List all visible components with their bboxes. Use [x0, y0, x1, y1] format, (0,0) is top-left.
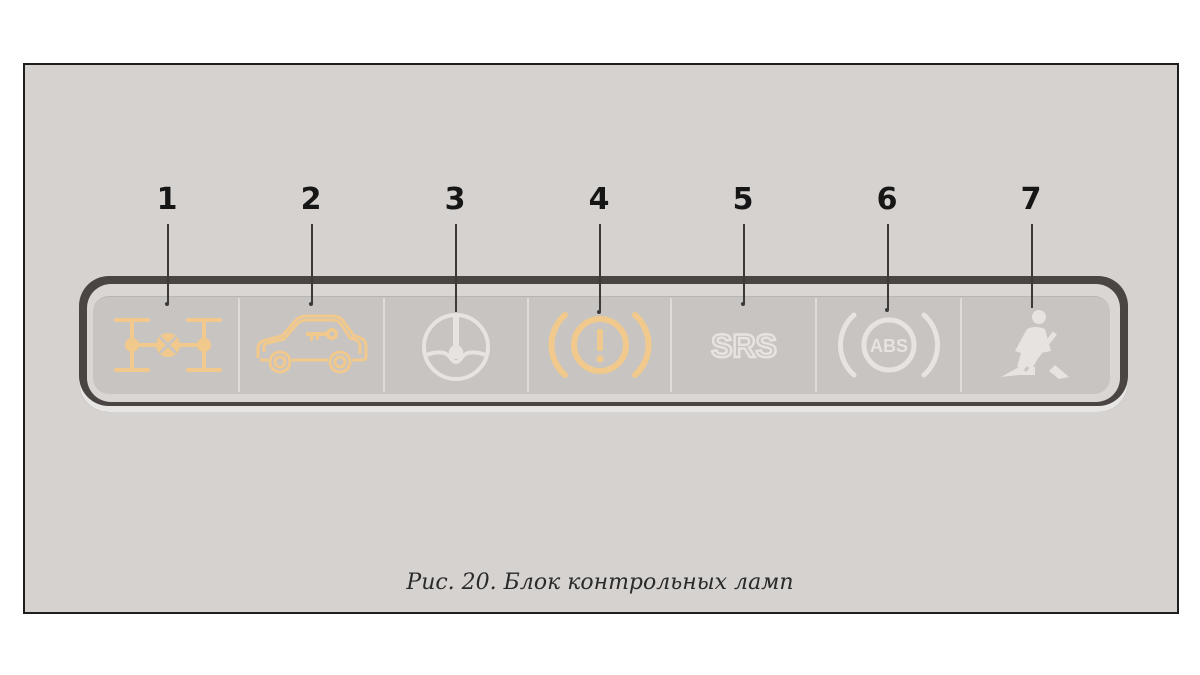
abs-icon: ABS: [837, 312, 940, 378]
callout-number-4: 4: [588, 182, 610, 217]
leader-dot-5: [741, 302, 745, 306]
leader-dot-6: [885, 308, 889, 312]
cell-divider: [815, 298, 817, 392]
figure-caption: Рис. 20. Блок контрольных ламп: [406, 570, 794, 595]
cell-divider: [238, 298, 240, 392]
car-key-immobilizer-icon: [256, 314, 367, 374]
leader-dot-1: [165, 302, 169, 306]
callout-number-5: 5: [732, 182, 754, 217]
leader-dot-4: [597, 310, 601, 314]
leader-line-2: [311, 224, 313, 304]
leader-line-7: [1031, 224, 1033, 308]
callout-number-2: 2: [300, 182, 322, 217]
cell-divider: [670, 298, 672, 392]
leader-line-5: [743, 224, 745, 304]
lamp-4: [529, 302, 670, 388]
lamp-2: [240, 302, 383, 388]
brake-warning-icon: [548, 312, 651, 378]
lamp-1: [98, 302, 238, 388]
leader-line-4: [599, 224, 601, 312]
leader-line-3: [455, 224, 457, 312]
callout-number-7: 7: [1020, 182, 1042, 217]
seat-belt-icon: [1001, 310, 1069, 379]
leader-dot-2: [309, 302, 313, 306]
lamp-6: ABS: [817, 302, 960, 388]
lamp-3: [385, 302, 527, 388]
cell-divider: [383, 298, 385, 392]
cell-divider: [527, 298, 529, 392]
abs-label: ABS: [869, 336, 907, 356]
lamp-5: SRS: [672, 302, 815, 388]
leader-line-1: [167, 224, 169, 304]
cell-divider: [960, 298, 962, 392]
four-wheel-drive-icon: [114, 318, 222, 372]
steering-wheel-icon: [422, 313, 490, 381]
callout-number-3: 3: [444, 182, 466, 217]
lamp-7: [962, 302, 1108, 388]
srs-airbag-icon: SRS: [709, 327, 777, 366]
callout-number-6: 6: [876, 182, 898, 217]
leader-line-6: [887, 224, 889, 310]
callout-number-1: 1: [156, 182, 178, 217]
srs-label: SRS: [711, 328, 777, 364]
